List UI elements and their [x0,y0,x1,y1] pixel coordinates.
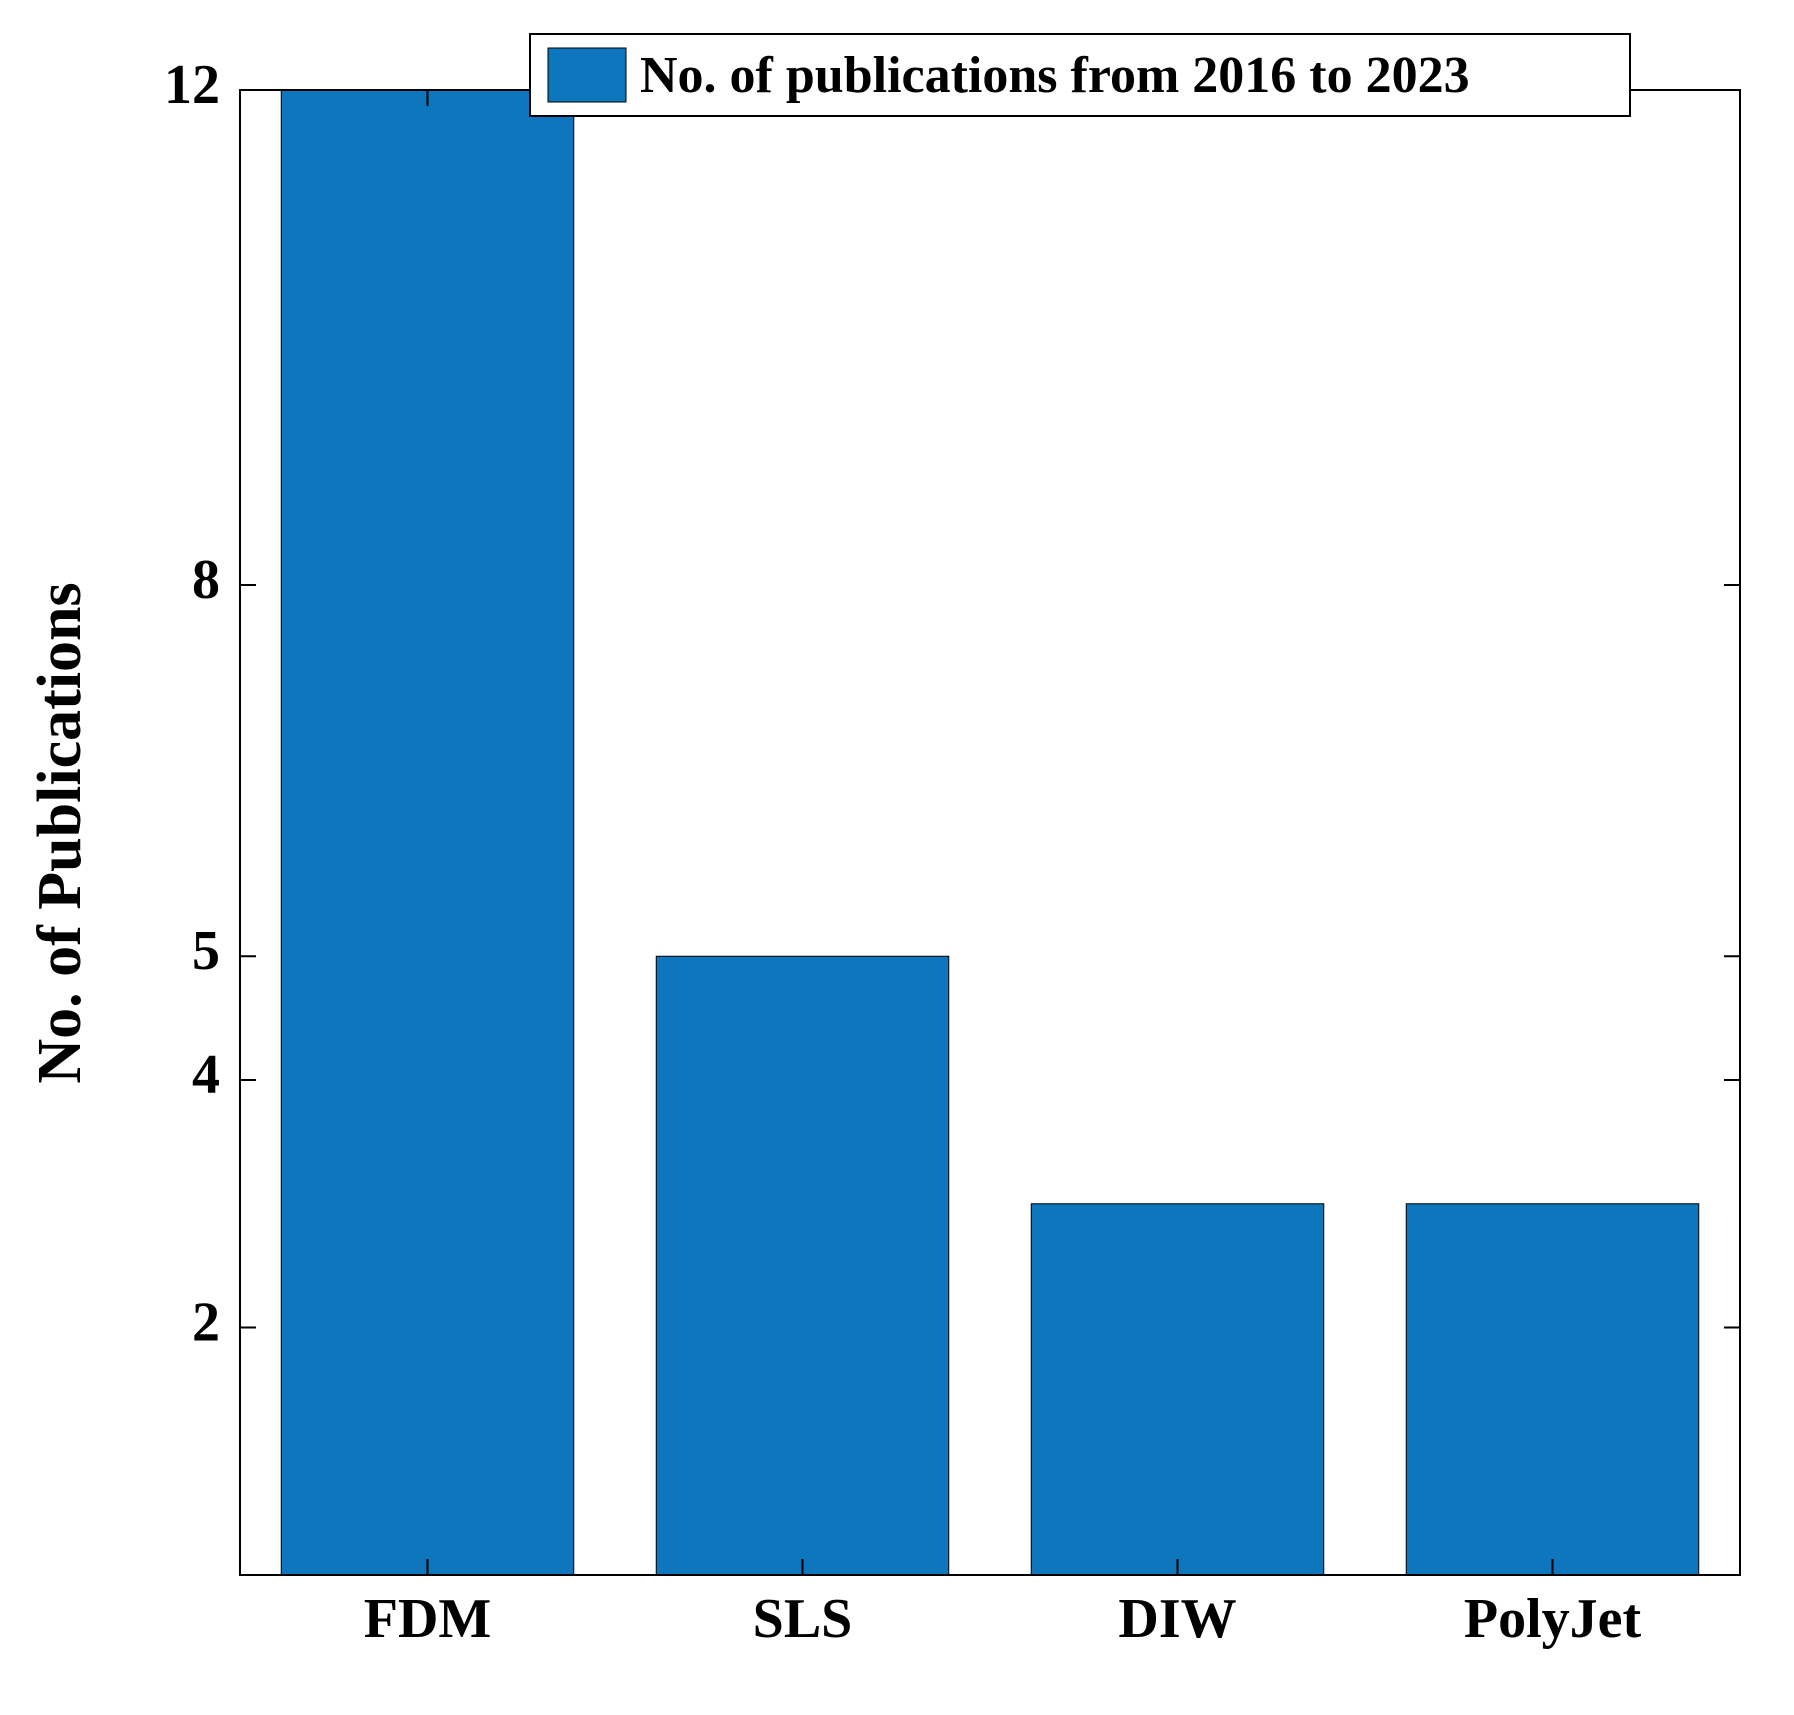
ytick-label: 5 [192,920,220,982]
chart-container: 2 4 5 8 12 FDM SLS DIW PolyJet No. of Publication… [0,0,1794,1715]
xtick-label: FDM [364,1588,492,1650]
legend-swatch [548,48,626,102]
y-axis-label: No. of Publications [26,582,94,1083]
bar [281,90,574,1575]
ytick-label: 4 [192,1044,220,1106]
ytick-label: 2 [192,1291,220,1353]
xtick-label: DIW [1118,1588,1236,1650]
bar [1406,1204,1699,1575]
xtick-label: PolyJet [1464,1588,1642,1650]
bar-chart: 2 4 5 8 12 FDM SLS DIW PolyJet No. of Publication… [0,0,1794,1715]
xtick-label: SLS [753,1588,853,1650]
ytick-label: 8 [192,549,220,611]
bar [1031,1204,1324,1575]
bar [656,956,949,1575]
legend-label: No. of publications from 2016 to 2023 [640,47,1470,104]
ytick-label: 12 [164,54,220,116]
